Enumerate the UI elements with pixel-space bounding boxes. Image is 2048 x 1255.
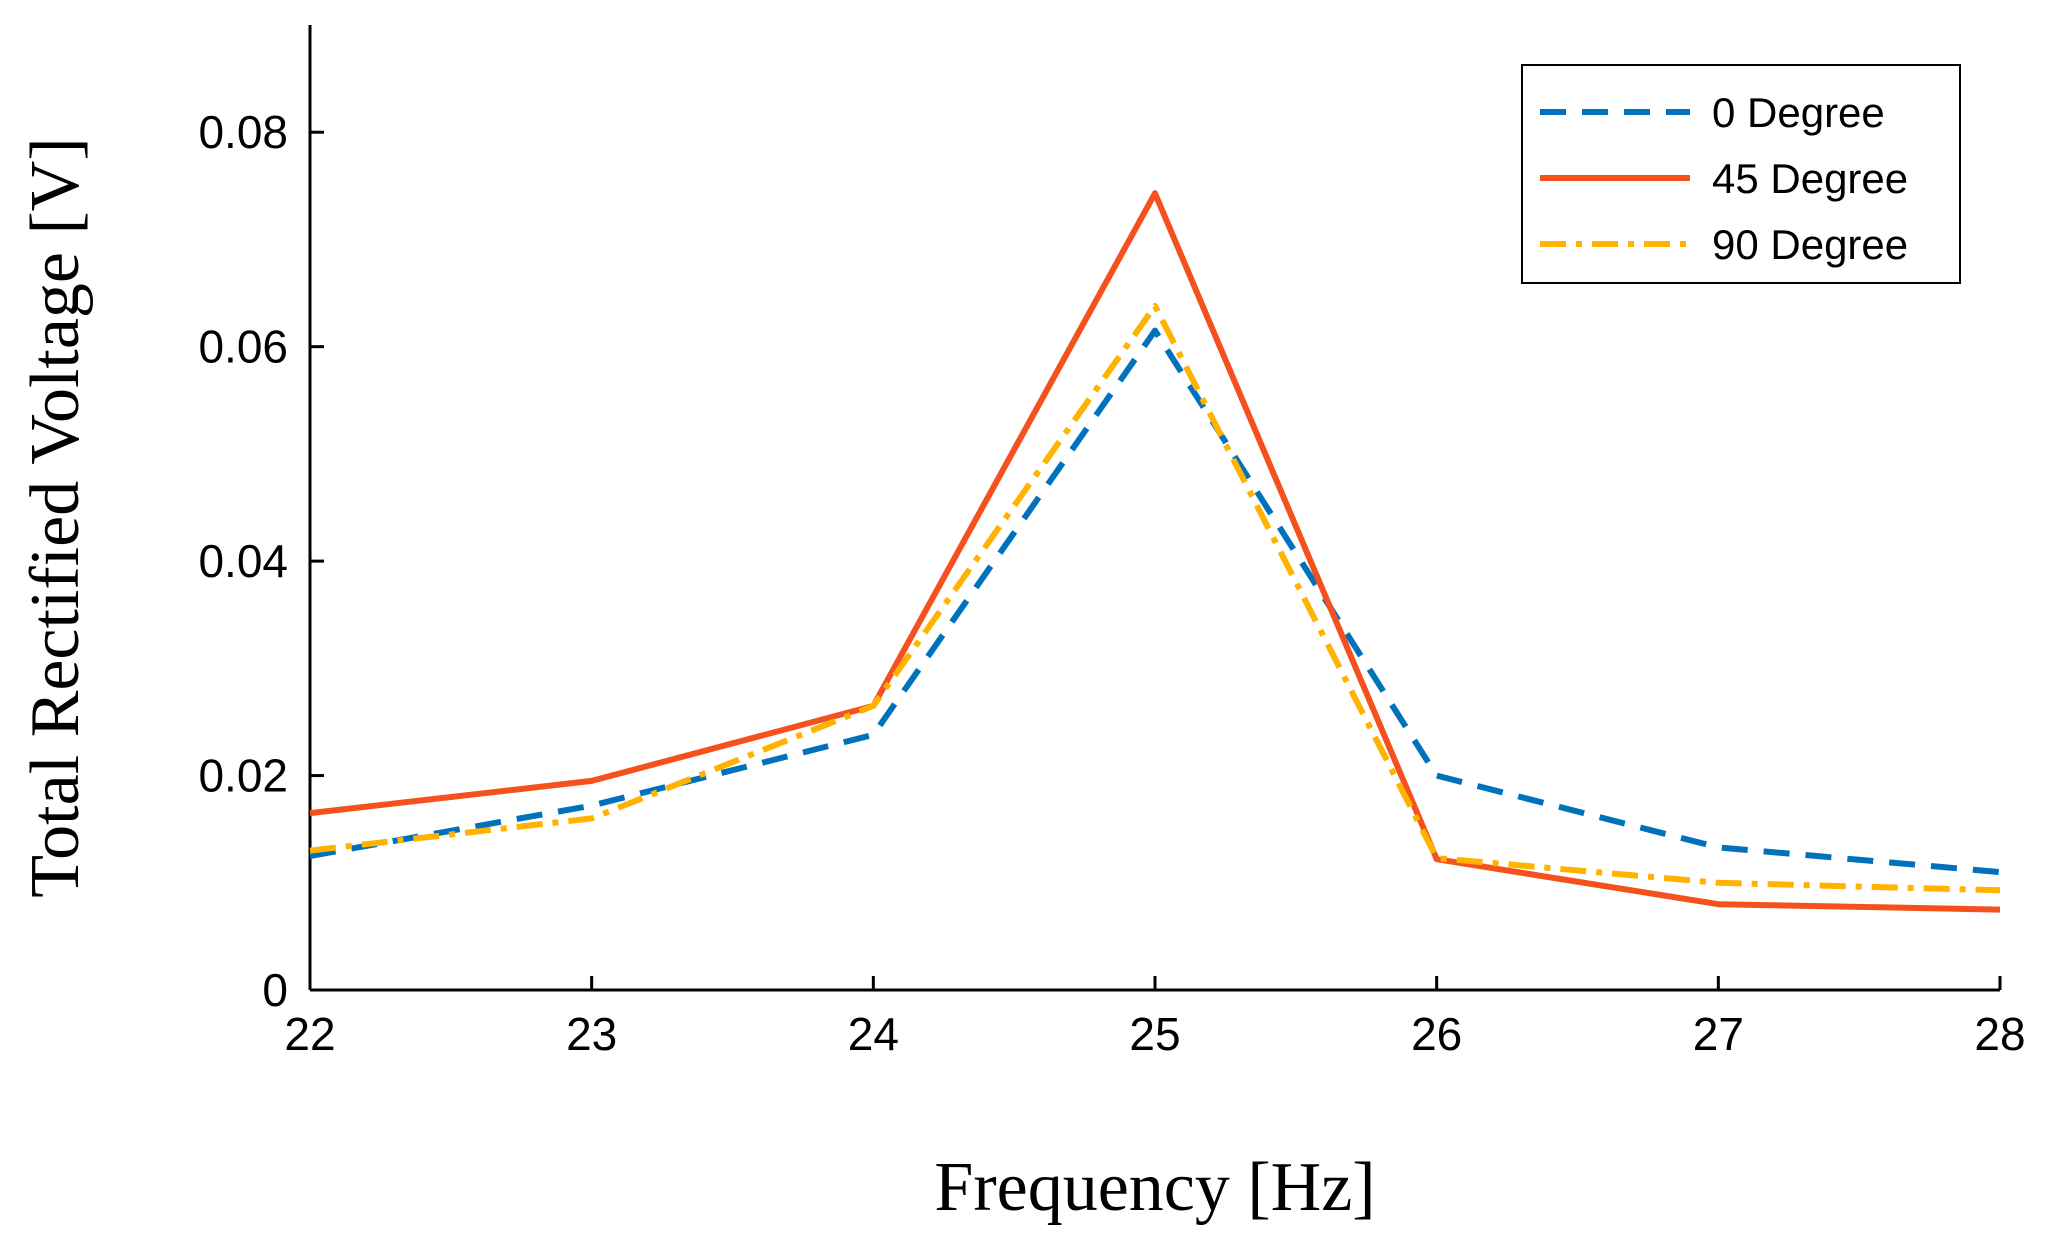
legend: 0 Degree 45 Degree 90 Degree	[1521, 64, 1961, 284]
legend-label-2: 45 Degree	[1712, 155, 1908, 202]
series-line-3	[309, 302, 2001, 894]
series-lines	[309, 190, 2001, 913]
x-tick-label: 22	[284, 1008, 335, 1060]
x-tick-label: 24	[848, 1008, 899, 1060]
x-tick-label: 26	[1411, 1008, 1462, 1060]
y-tick-label: 0	[262, 964, 288, 1016]
y-axis-title: Total Rectified Voltage [V]	[17, 137, 94, 897]
y-tick-label: 0.04	[198, 535, 288, 587]
x-tick-label: 23	[566, 1008, 617, 1060]
x-tick-label: 28	[1974, 1008, 2025, 1060]
y-ticks: 0 0.02 0.04 0.06 0.08	[198, 106, 324, 1016]
x-tick-label: 25	[1129, 1008, 1180, 1060]
series-line-2	[309, 190, 2001, 913]
series-line-1	[309, 327, 2001, 876]
x-axis-title: Frequency [Hz]	[934, 1149, 1375, 1226]
x-tick-label: 27	[1693, 1008, 1744, 1060]
x-ticks: 22 23 24 25 26 27 28	[284, 976, 2026, 1060]
y-tick-label: 0.08	[198, 106, 288, 158]
legend-label-3: 90 Degree	[1712, 221, 1908, 268]
legend-label-1: 0 Degree	[1712, 89, 1885, 136]
y-tick-label: 0.06	[198, 321, 288, 373]
y-tick-label: 0.02	[198, 750, 288, 802]
